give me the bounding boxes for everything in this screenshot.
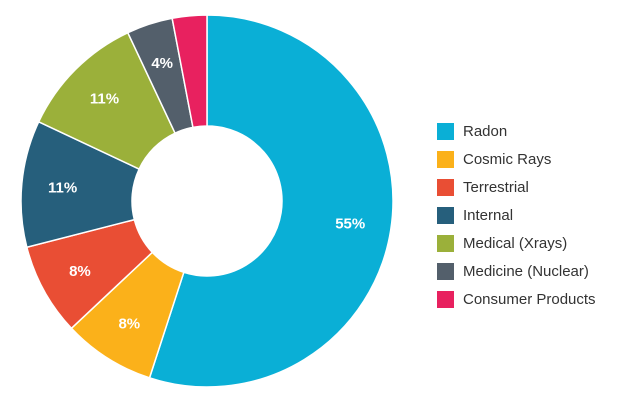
legend-item[interactable]: Medical (Xrays) [437,229,596,257]
slice-label: 8% [118,315,140,332]
legend-item[interactable]: Consumer Products [437,285,596,313]
legend-item[interactable]: Internal [437,201,596,229]
donut-slice[interactable] [148,14,394,388]
legend-label: Radon [463,122,508,140]
legend-item[interactable]: Radon [437,117,596,145]
legend-label: Internal [463,206,514,224]
slice-label: 55% [335,216,365,233]
legend-swatch [437,234,454,252]
legend-swatch [437,262,454,280]
legend-label: Cosmic Rays [463,150,552,168]
legend-label: Medicine (Nuclear) [463,262,589,280]
legend-swatch [437,122,454,140]
legend-swatch [437,290,454,308]
donut-slice[interactable] [171,14,208,129]
slice-label: 11% [90,90,119,107]
legend-swatch [437,178,454,196]
legend-item[interactable]: Cosmic Rays [437,145,596,173]
legend-swatch [437,150,454,168]
legend-label: Terrestrial [463,178,529,196]
slice-label: 8% [69,263,91,280]
slice-label: 4% [151,55,173,72]
legend-item[interactable]: Medicine (Nuclear) [437,257,596,285]
legend: Radon Cosmic Rays Terrestrial Internal M… [437,117,596,313]
legend-swatch [437,206,454,224]
legend-item[interactable]: Terrestrial [437,173,596,201]
legend-label: Medical (Xrays) [463,234,568,252]
slice-label: 11% [48,179,77,196]
legend-label: Consumer Products [463,290,596,308]
